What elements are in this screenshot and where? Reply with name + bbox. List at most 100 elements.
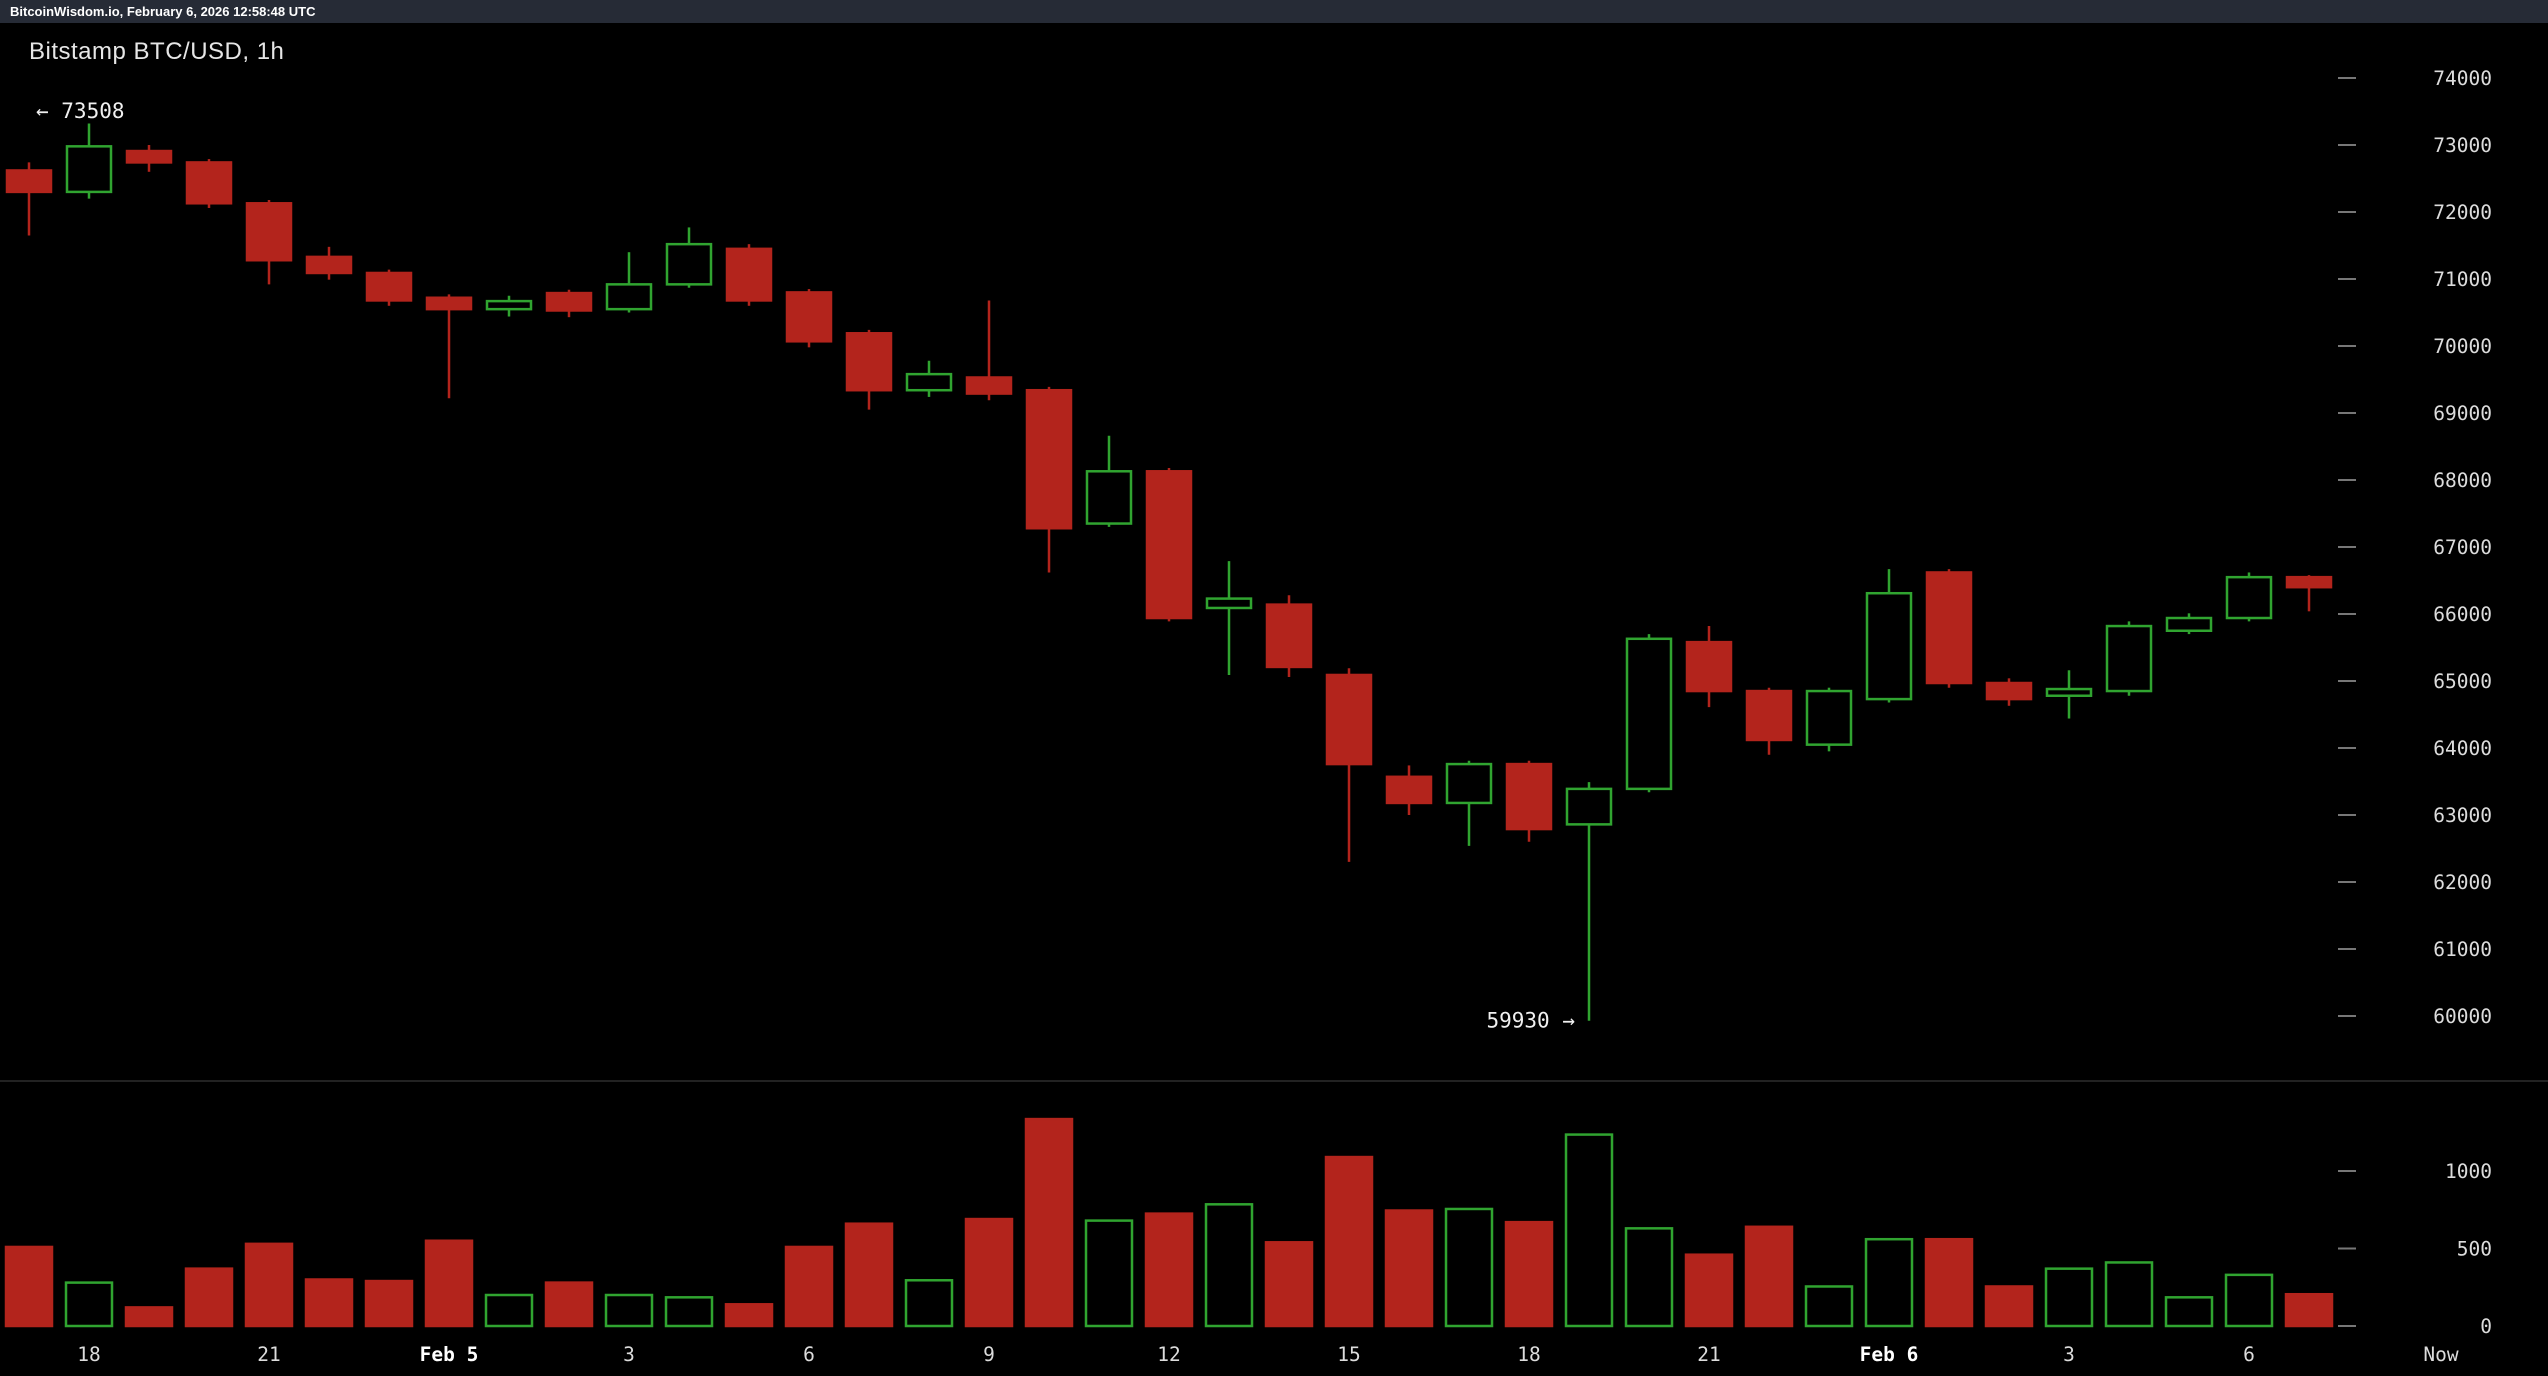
volume-bar[interactable] [2224,1273,2274,1328]
time-axis-label: 3 [623,1343,635,1366]
candle-body[interactable] [365,271,413,302]
volume-bar[interactable] [364,1279,414,1328]
candle-body[interactable] [605,283,653,311]
price-tick-label: 64000 [2433,737,2492,760]
candle-body[interactable] [1505,762,1553,831]
candle-body[interactable] [1985,681,2033,701]
candle-body[interactable] [425,296,473,311]
candle-body[interactable] [725,247,773,302]
candle-body[interactable] [665,242,713,286]
candle-body[interactable] [5,169,53,194]
volume-bar[interactable] [1624,1227,1674,1328]
candle-body[interactable] [1325,673,1373,766]
time-axis-label: Feb 6 [1860,1343,1919,1366]
volume-bar[interactable] [1144,1212,1194,1328]
volume-bar[interactable] [244,1242,294,1328]
candle-body[interactable] [305,255,353,275]
volume-bar[interactable] [2284,1292,2334,1328]
volume-bar[interactable] [1384,1209,1434,1328]
volume-bar[interactable] [2164,1296,2214,1328]
high-price-annotation: ← 73508 [36,99,125,123]
candle-body[interactable] [2165,616,2213,633]
price-tick-label: 61000 [2433,938,2492,961]
price-tick-label: 72000 [2433,201,2492,224]
volume-bar[interactable] [2104,1261,2154,1328]
candle-body[interactable] [2105,624,2153,693]
volume-bar[interactable] [124,1306,174,1328]
candle-body[interactable] [1925,571,1973,685]
volume-tick-label: 500 [2457,1238,2492,1261]
volume-bar[interactable] [4,1245,54,1328]
volume-bar[interactable] [544,1281,594,1328]
volume-tick-label: 1000 [2445,1160,2492,1183]
volume-bar[interactable] [1684,1253,1734,1328]
price-tick-label: 60000 [2433,1005,2492,1028]
volume-bar[interactable] [1444,1207,1494,1328]
price-tick-label: 74000 [2433,67,2492,90]
status-bar-text: BitcoinWisdom.io, February 6, 2026 12:58… [10,4,316,19]
volume-bar[interactable] [1804,1285,1854,1328]
volume-bar[interactable] [1744,1225,1794,1328]
volume-bar[interactable] [484,1293,534,1328]
volume-bar[interactable] [64,1281,114,1328]
candle-body[interactable] [245,202,293,262]
volume-bar[interactable] [904,1279,954,1328]
volume-bar[interactable] [1504,1220,1554,1328]
volume-tick-label: 0 [2480,1315,2492,1338]
candle-body[interactable] [965,376,1013,395]
time-axis-label: 18 [1517,1343,1540,1366]
candle-body[interactable] [1865,591,1913,701]
volume-bar[interactable] [1924,1237,1974,1328]
volume-bar[interactable] [724,1303,774,1328]
volume-bar[interactable] [1024,1117,1074,1328]
candle-body[interactable] [1265,603,1313,669]
candle-body[interactable] [1745,689,1793,742]
volume-bar[interactable] [2044,1267,2094,1328]
price-tick-label: 62000 [2433,871,2492,894]
volume-bar[interactable] [664,1296,714,1328]
candle-body[interactable] [2285,575,2333,589]
candle-body[interactable] [905,372,953,392]
candle-body[interactable] [485,299,533,311]
price-tick-label: 66000 [2433,603,2492,626]
candle-body[interactable] [1565,787,1613,826]
volume-bar[interactable] [1564,1133,1614,1328]
candle-body[interactable] [1205,597,1253,610]
volume-bar[interactable] [1984,1285,2034,1328]
volume-bar[interactable] [844,1222,894,1328]
candle-body[interactable] [1385,775,1433,805]
candle-body[interactable] [125,149,173,164]
volume-bar[interactable] [964,1217,1014,1328]
candle-body[interactable] [1445,762,1493,805]
candle-body[interactable] [1625,637,1673,791]
price-tick-label: 73000 [2433,134,2492,157]
volume-bar[interactable] [784,1245,834,1328]
candle-body[interactable] [1685,640,1733,693]
candle-body[interactable] [1085,470,1133,525]
time-axis-label: Now [2423,1343,2458,1366]
candle-body[interactable] [845,332,893,392]
volume-bar[interactable] [1864,1237,1914,1328]
price-tick-label: 63000 [2433,804,2492,827]
volume-bar[interactable] [1324,1155,1374,1328]
time-axis-label: 18 [77,1343,100,1366]
candle-body[interactable] [545,291,593,312]
price-tick-label: 71000 [2433,268,2492,291]
candle-body[interactable] [185,161,233,205]
candle-body[interactable] [65,145,113,194]
candle-body[interactable] [1025,388,1073,530]
volume-bar[interactable] [604,1293,654,1328]
candle-body[interactable] [1145,470,1193,620]
candle-body[interactable] [2225,575,2273,620]
candle-body[interactable] [785,291,833,343]
volume-bar[interactable] [1264,1241,1314,1328]
time-axis-label: 21 [1697,1343,1720,1366]
volume-bar[interactable] [1084,1219,1134,1328]
volume-bar[interactable] [1204,1203,1254,1328]
volume-bar[interactable] [424,1239,474,1328]
volume-bar[interactable] [184,1267,234,1328]
volume-bar[interactable] [304,1278,354,1328]
candle-body[interactable] [2045,687,2093,697]
candle-body[interactable] [1805,689,1853,746]
